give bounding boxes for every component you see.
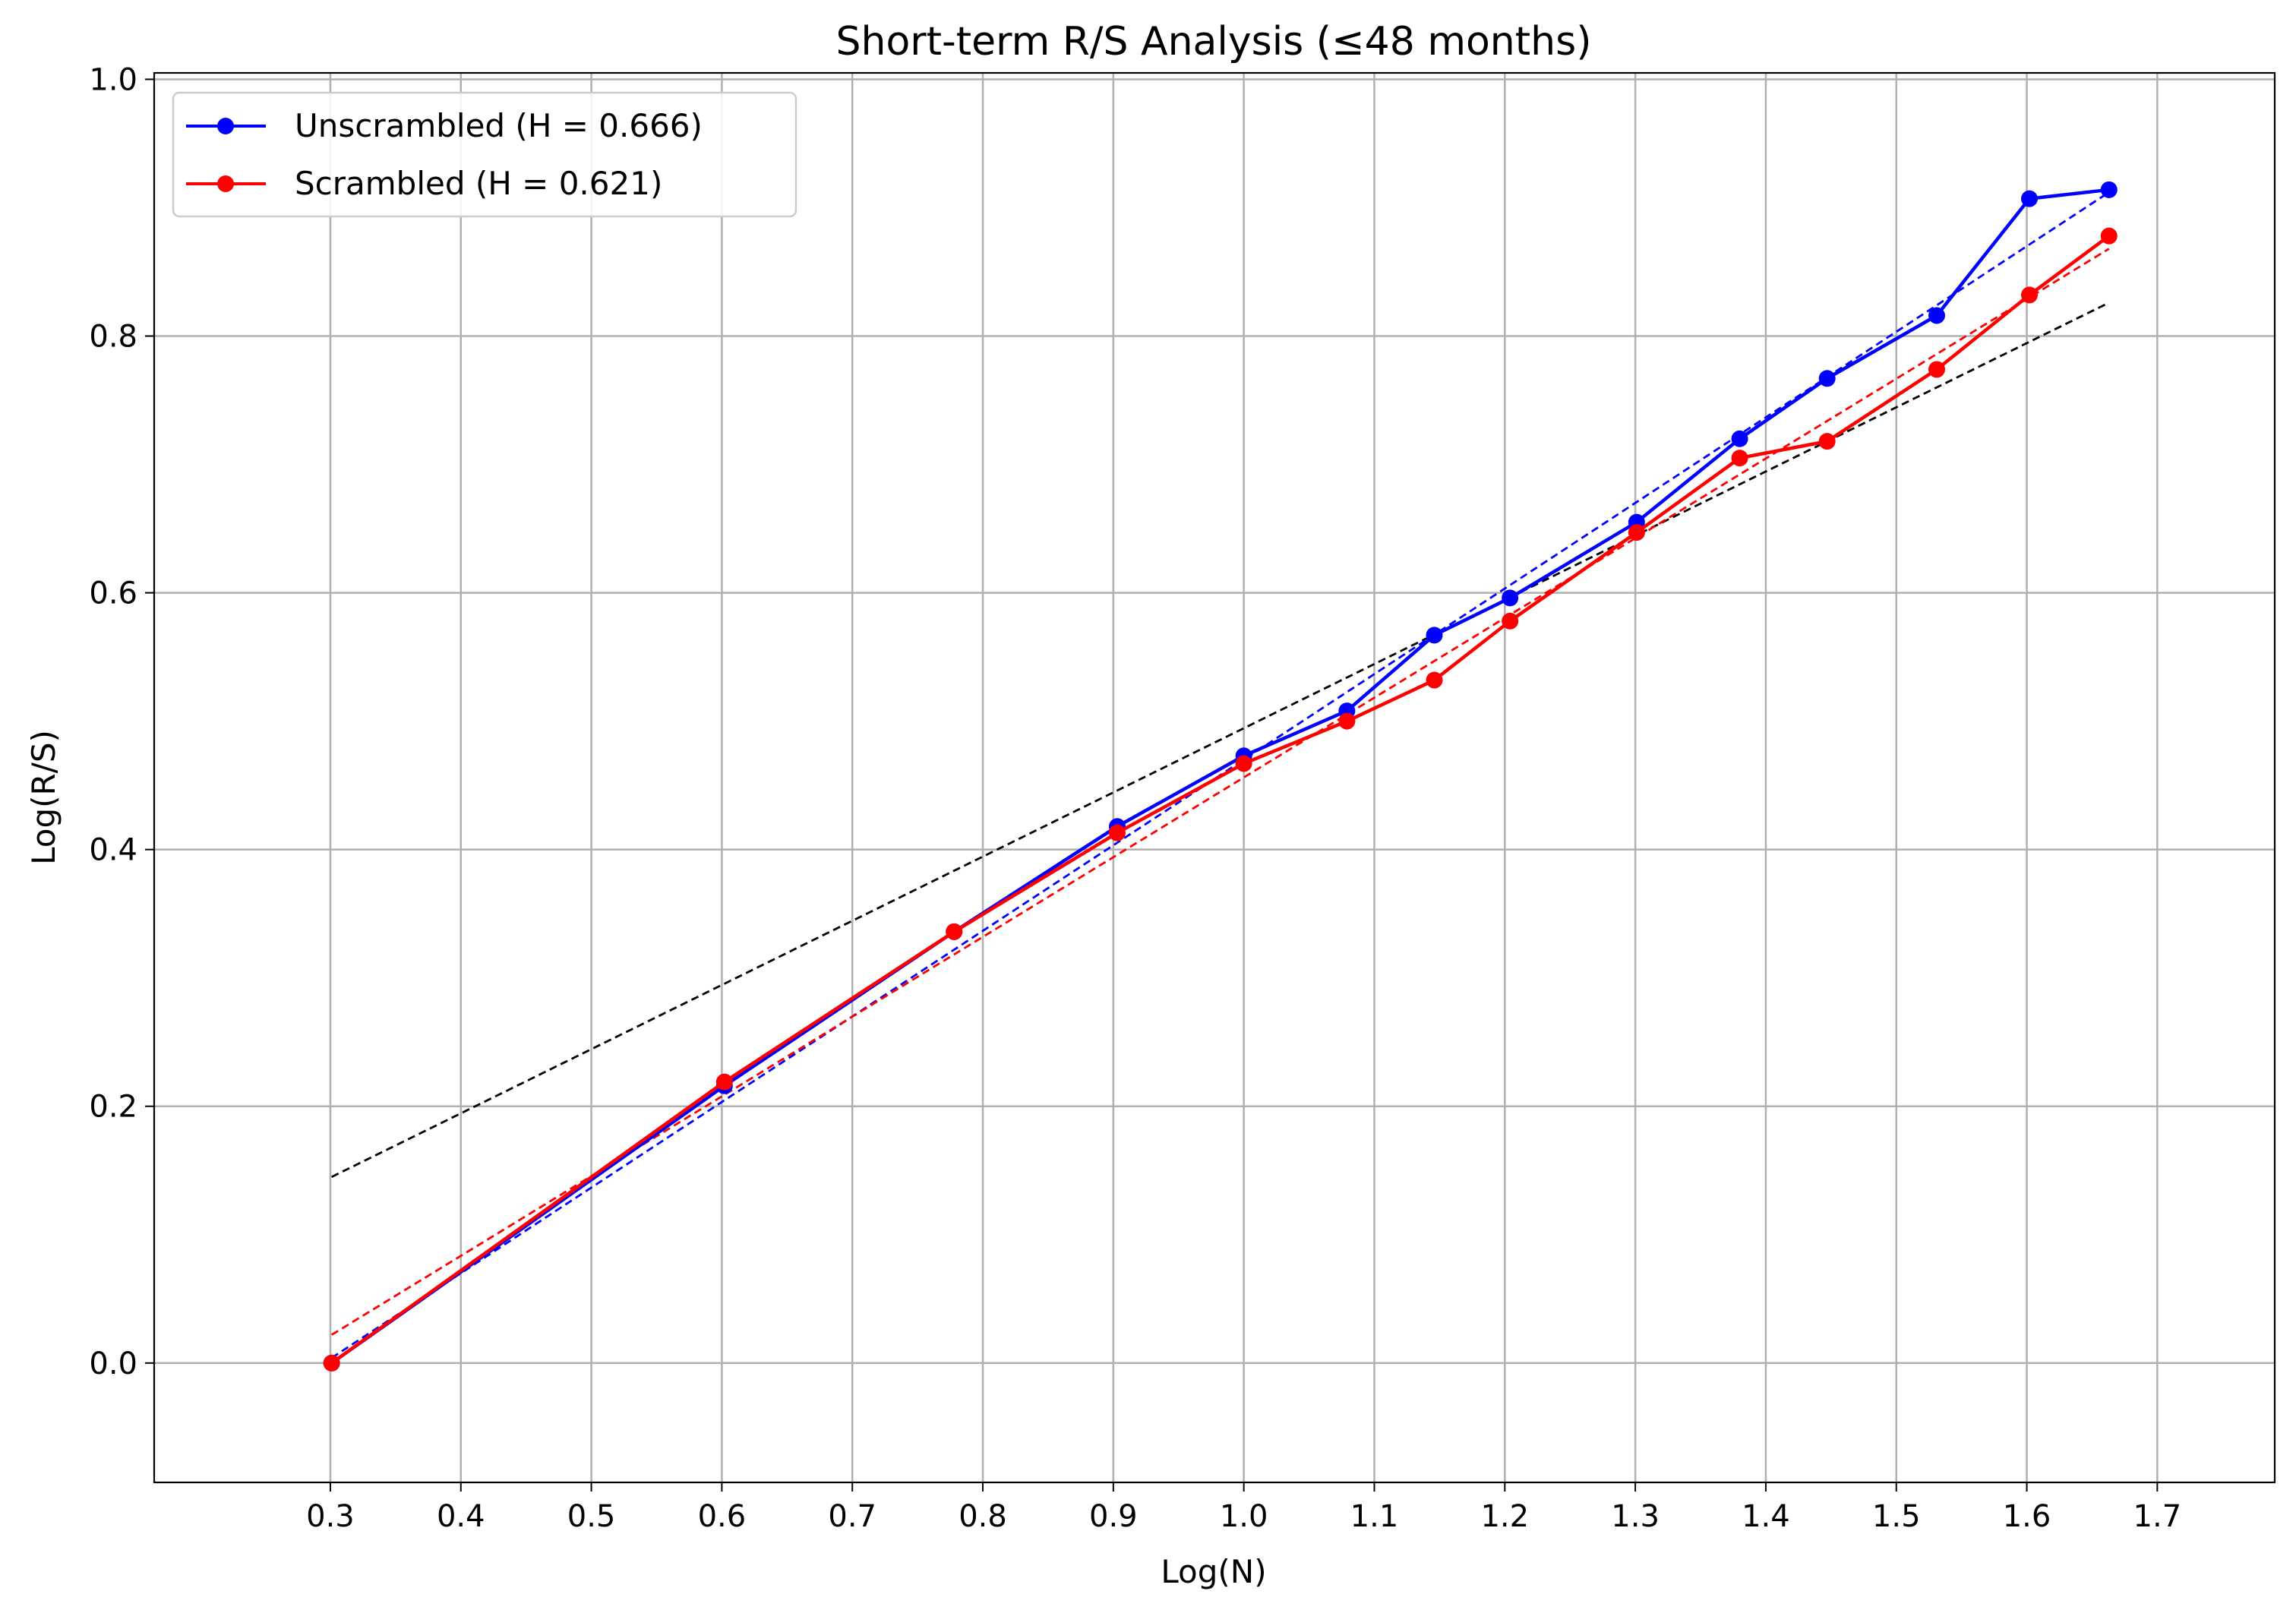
y-tick-label: 0.6 (89, 576, 137, 611)
y-axis-label: Log(R/S) (25, 730, 62, 865)
y-tick-label: 0.8 (89, 320, 137, 355)
chart-title: Short-term R/S Analysis (≤48 months) (835, 19, 1591, 65)
scrambled-data-point (946, 923, 963, 940)
data-series (323, 181, 2118, 1372)
x-axis-ticks: 0.3 0.4 0.5 0.6 0.7 0.8 0.9 1.0 1.1 1.2 1.3 1.4 1.5 1… (306, 1482, 2181, 1534)
scrambled-data-point (1338, 712, 1356, 730)
y-tick-label: 0.2 (89, 1090, 137, 1125)
scrambled-data-point (323, 1354, 340, 1372)
x-tick-label: 1.0 (1220, 1499, 1268, 1534)
scrambled-data-point (1818, 433, 1836, 450)
unscrambled-data-point (1731, 430, 1748, 447)
legend-marker-scrambled (217, 175, 234, 192)
x-tick-label: 1.5 (1872, 1499, 1921, 1534)
unscrambled-data-point (1502, 589, 1519, 607)
legend-label-unscrambled: Unscrambled (H = 0.666) (295, 107, 703, 144)
y-axis-ticks: 0.0 0.2 0.4 0.6 0.8 1.0 (89, 62, 154, 1381)
scrambled-data-point (2020, 286, 2038, 304)
x-tick-label: 0.8 (959, 1499, 1007, 1534)
scrambled-data-point (715, 1073, 733, 1091)
unscrambled-data-point (1928, 307, 1945, 324)
reference-dashed-line (331, 301, 2110, 1178)
x-tick-label: 0.9 (1089, 1499, 1138, 1534)
legend-marker-unscrambled (217, 118, 234, 134)
scrambled-data-point (1426, 671, 1443, 689)
x-tick-label: 1.7 (2133, 1499, 2182, 1534)
scrambled-data-point (2100, 227, 2118, 245)
unscrambled-data-point (1818, 370, 1836, 387)
x-tick-label: 1.4 (1742, 1499, 1790, 1534)
legend-box (172, 91, 797, 218)
x-tick-label: 1.1 (1350, 1499, 1399, 1534)
scrambled-data-point (1502, 612, 1519, 630)
x-tick-label: 0.4 (437, 1499, 485, 1534)
x-tick-label: 1.6 (2003, 1499, 2051, 1534)
legend: Unscrambled (H = 0.666) Scrambled (H = 0… (172, 91, 797, 218)
plot-frame (153, 71, 2276, 1484)
x-tick-label: 1.2 (1480, 1499, 1529, 1534)
x-tick-label: 0.5 (567, 1499, 616, 1534)
unscrambled-data-point (2100, 181, 2118, 198)
y-tick-label: 0.0 (89, 1346, 137, 1381)
x-tick-label: 0.7 (828, 1499, 876, 1534)
scrambled-data-point (1928, 361, 1945, 378)
x-tick-label: 1.3 (1611, 1499, 1660, 1534)
x-tick-label: 0.6 (698, 1499, 747, 1534)
scrambled-data-point (1731, 450, 1748, 467)
unscrambled-data-point (2020, 190, 2038, 207)
scrambled-data-point (1628, 524, 1645, 541)
scrambled-data-point (1235, 755, 1252, 772)
x-tick-label: 0.3 (306, 1499, 355, 1534)
scrambled-series-line (330, 234, 2111, 1365)
x-axis-label: Log(N) (1161, 1553, 1266, 1590)
legend-label-scrambled: Scrambled (H = 0.621) (295, 165, 662, 202)
y-tick-label: 1.0 (89, 62, 137, 97)
scrambled-data-point (1108, 824, 1126, 841)
grid (154, 73, 2275, 1482)
y-tick-label: 0.4 (89, 833, 137, 868)
unscrambled-data-point (1426, 627, 1443, 644)
